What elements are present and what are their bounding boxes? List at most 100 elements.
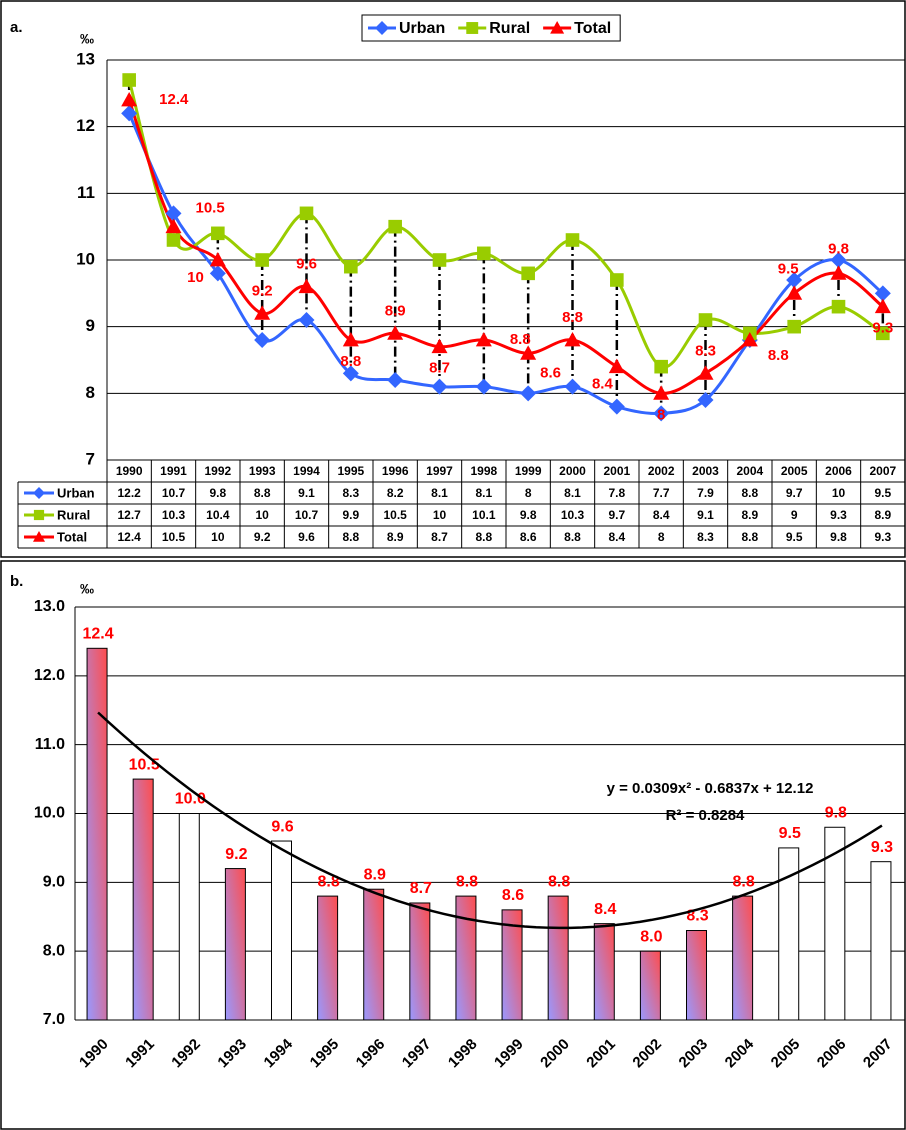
marker	[830, 252, 847, 268]
marker	[254, 305, 271, 320]
data-label: 8.4	[594, 901, 616, 918]
marker	[786, 272, 803, 288]
data-label: 8.8	[317, 873, 339, 890]
marker	[33, 509, 45, 521]
table-row-label: Urban	[57, 485, 95, 500]
data-label: 8.9	[385, 302, 406, 319]
trend-equation: y = 0.0309x² - 0.6837x + 12.12	[607, 780, 814, 797]
x-tick-label: 2005	[768, 1036, 804, 1072]
marker	[255, 253, 269, 267]
y-tick-label: 13	[76, 49, 95, 68]
bar	[363, 888, 385, 1021]
marker	[431, 378, 448, 395]
data-label: 8.8	[732, 873, 754, 890]
table-cell: 10.3	[561, 508, 585, 522]
y-tick-label: 8.0	[43, 942, 65, 959]
marker	[166, 233, 181, 247]
table-cell: 8.8	[475, 530, 492, 544]
table-cell: 10	[433, 508, 447, 522]
marker	[477, 246, 491, 261]
marker	[254, 332, 271, 348]
marker	[211, 226, 225, 241]
bar	[501, 909, 523, 1021]
data-label: 9.2	[225, 846, 247, 863]
marker	[830, 265, 847, 280]
table-cell: 8	[658, 530, 665, 544]
table-cell: 9.8	[830, 530, 847, 544]
data-label: 9.3	[871, 839, 893, 856]
table-cell: 8.6	[520, 530, 537, 544]
table-cell: 8.7	[431, 530, 448, 544]
marker	[520, 345, 537, 360]
bar	[271, 840, 292, 1021]
table-cell: 10.1	[472, 508, 496, 522]
x-tick-label: 2002	[629, 1036, 665, 1072]
table-cell: 9.3	[874, 530, 891, 544]
table-cell: 8.1	[475, 486, 492, 500]
x-tick-label: 2006	[814, 1036, 850, 1072]
table-cell: 12.2	[117, 486, 141, 500]
x-tick-label: 1994	[261, 1035, 297, 1071]
x-tick-label: 1997	[399, 1036, 435, 1072]
data-label: 9.5	[778, 260, 799, 277]
x-tick-label: 1992	[168, 1036, 204, 1072]
table-header: 2005	[781, 464, 808, 478]
marker	[608, 398, 625, 415]
marker	[475, 332, 492, 347]
data-label: 8.0	[640, 928, 662, 945]
table-cell: 9.7	[786, 486, 803, 500]
panel-b-border	[0, 560, 906, 1130]
bar	[870, 861, 892, 1021]
marker	[787, 319, 801, 334]
table-header: 2006	[825, 464, 852, 478]
y-tick-label: 9	[86, 316, 95, 335]
marker	[298, 278, 315, 294]
marker	[608, 358, 625, 374]
marker	[831, 299, 846, 314]
table-cell: 8.1	[431, 486, 448, 500]
marker	[298, 312, 315, 328]
data-label: 8.6	[502, 887, 524, 904]
table-cell: 8.4	[653, 508, 670, 522]
bar	[639, 950, 661, 1021]
marker	[653, 385, 670, 400]
data-label: 8.3	[695, 342, 716, 359]
x-tick-label: 2007	[860, 1036, 896, 1072]
legend-label: Total	[574, 20, 611, 37]
marker	[165, 218, 182, 234]
table-cell: 9.5	[786, 530, 803, 544]
data-label: 8.8	[510, 331, 531, 348]
table-cell: 9	[791, 508, 798, 522]
table-cell: 8	[525, 486, 532, 500]
x-tick-label: 2004	[722, 1035, 758, 1071]
data-label: 8	[657, 406, 665, 423]
marker	[299, 206, 314, 221]
table-cell: 10.5	[162, 530, 186, 544]
legend-box	[361, 14, 621, 42]
marker	[209, 265, 226, 282]
data-label: 10.5	[196, 200, 225, 217]
x-tick-label: 2000	[537, 1036, 573, 1072]
bar	[547, 895, 569, 1021]
data-label: 10.5	[129, 756, 160, 773]
panel-a-border	[0, 0, 906, 558]
table-cell: 9.8	[209, 486, 226, 500]
bar	[593, 923, 615, 1021]
data-label: 9.6	[271, 818, 293, 835]
trendline	[97, 711, 883, 930]
marker	[874, 298, 891, 314]
table-cell: 10.7	[295, 508, 319, 522]
panel-label: a.	[10, 19, 23, 36]
bar	[317, 895, 339, 1021]
bar	[132, 778, 154, 1021]
table-cell: 12.4	[117, 530, 141, 544]
table-header: 1990	[116, 464, 143, 478]
table-cell: 7.7	[653, 486, 670, 500]
marker	[342, 365, 359, 382]
legend-label: Rural	[489, 20, 530, 37]
y-tick-label: 7.0	[43, 1011, 65, 1028]
data-label: 8.9	[364, 866, 386, 883]
table-cell: 8.9	[387, 530, 404, 544]
marker	[344, 259, 358, 274]
data-label: 9.3	[872, 320, 893, 337]
